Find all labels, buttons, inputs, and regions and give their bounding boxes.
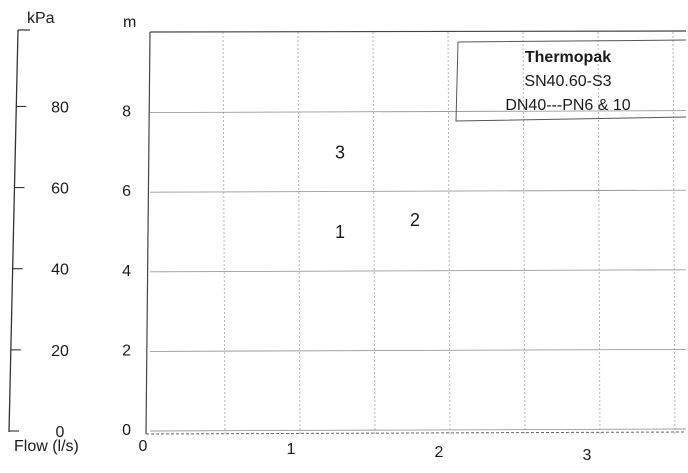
- kpa-tick-label: 40: [51, 262, 69, 279]
- chart-title: Thermopak: [525, 49, 611, 66]
- frame-left: [145, 31, 151, 435]
- x-tick-label: 0: [139, 438, 148, 455]
- grid-line-v: [222, 31, 226, 435]
- x-tick-label: 1: [287, 441, 296, 458]
- m-tick-label: 8: [122, 104, 131, 121]
- x-axis-label: Flow (l/s): [14, 438, 79, 455]
- grid-line-h: [149, 189, 687, 193]
- grid-line-h: [149, 428, 687, 432]
- x-tick-label: 2: [435, 444, 444, 461]
- grid-line-v: [672, 31, 676, 435]
- title-box: Thermopak SN40.60-S3 DN40---PN6 & 10: [455, 39, 687, 122]
- kpa-axis-label: kPa: [27, 10, 55, 27]
- x-tick-label: 3: [583, 447, 592, 464]
- grid-line-h: [149, 269, 687, 273]
- x-axis: 0 1 2 3: [139, 438, 592, 464]
- kpa-tick-label: 20: [51, 343, 69, 360]
- grid-line-v: [597, 31, 601, 435]
- chart-subtitle-2: DN40---PN6 & 10: [505, 97, 630, 114]
- kpa-axis-line: [8, 29, 19, 433]
- m-tick-label: 4: [122, 263, 131, 280]
- frame-bottom: [145, 431, 687, 435]
- chart-subtitle: SN40.60-S3: [524, 73, 611, 90]
- grid-line-h: [149, 348, 687, 352]
- grid-line-v: [447, 31, 451, 435]
- grid: [149, 31, 687, 435]
- curve-labels: 1 2 3: [335, 142, 420, 242]
- kpa-axis: 0 20 40 60 80: [8, 29, 69, 441]
- m-tick-label: 0: [122, 422, 131, 439]
- kpa-tick-label: 80: [51, 99, 69, 116]
- grid-line-h: [149, 110, 687, 114]
- frame-top: [149, 30, 687, 33]
- kpa-tick-label: 0: [56, 424, 65, 441]
- curve-label: 2: [410, 210, 420, 230]
- kpa-tick-label: 60: [51, 181, 69, 198]
- m-axis: 0 2 4 6 8: [122, 104, 131, 439]
- grid-line-v: [522, 31, 526, 435]
- grid-line-v: [372, 31, 376, 435]
- curve-label: 3: [335, 142, 345, 162]
- m-tick-label: 6: [122, 183, 131, 200]
- m-tick-label: 2: [122, 342, 131, 359]
- m-axis-label: m: [123, 14, 136, 31]
- grid-line-v: [297, 31, 301, 435]
- plot-frame: [145, 30, 687, 435]
- curve-label: 1: [335, 222, 345, 242]
